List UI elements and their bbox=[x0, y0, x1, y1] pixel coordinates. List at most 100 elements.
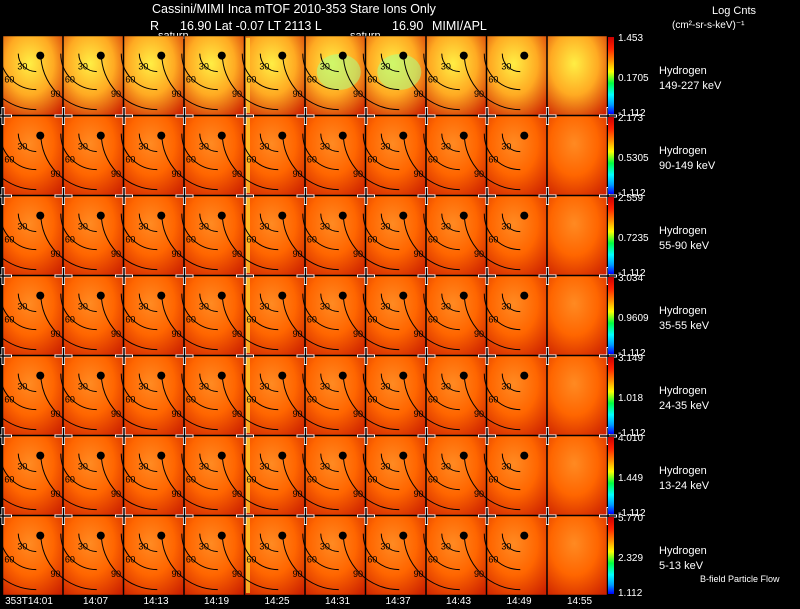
heatmap-cell bbox=[184, 355, 245, 436]
contour-line bbox=[100, 453, 158, 511]
colorbar-value-mid: 0.7235 bbox=[618, 233, 649, 244]
contour-line bbox=[100, 293, 158, 351]
contour-line bbox=[282, 53, 339, 111]
contour-line bbox=[380, 373, 400, 393]
saturn-marker bbox=[96, 291, 105, 300]
grid-crosshair-core bbox=[297, 108, 314, 124]
contour-line bbox=[403, 533, 460, 591]
contour-label: 90 bbox=[50, 409, 60, 419]
contour-label: 90 bbox=[413, 329, 423, 339]
heatmap-cell bbox=[184, 515, 245, 596]
contour-label: 60 bbox=[428, 235, 438, 245]
grid-crosshair-core bbox=[358, 188, 374, 204]
contour-line bbox=[441, 213, 460, 233]
time-tick-label: 14:49 bbox=[506, 596, 532, 607]
contour-line bbox=[0, 373, 37, 411]
heatmap-cell bbox=[486, 115, 547, 196]
contour-line bbox=[241, 213, 279, 251]
row-energy: 35-55 keV bbox=[659, 320, 710, 332]
contour-line bbox=[0, 495, 37, 511]
contour-label: 90 bbox=[474, 249, 484, 259]
contour-label: 30 bbox=[320, 302, 330, 312]
row-energy: 90-149 keV bbox=[659, 160, 716, 172]
contour-label: 90 bbox=[474, 89, 484, 99]
units-label: (cm²-sr-s-keV)⁻¹ bbox=[672, 20, 745, 31]
grid-crosshair-core bbox=[55, 108, 72, 124]
time-tick-label: 14:43 bbox=[445, 596, 472, 607]
contour-label: 30 bbox=[380, 142, 390, 152]
contour-line bbox=[320, 133, 339, 153]
contour-line bbox=[0, 575, 37, 591]
contour-label: 90 bbox=[413, 249, 423, 259]
contour-label: 90 bbox=[50, 329, 60, 339]
contour-label: 90 bbox=[474, 409, 484, 419]
contour-label: 60 bbox=[65, 155, 75, 165]
saturn-marker bbox=[157, 291, 166, 300]
grid-crosshair-core bbox=[55, 268, 72, 284]
grid-crosshair-core bbox=[237, 268, 253, 284]
heatmap-cell bbox=[2, 195, 63, 276]
contour-line bbox=[320, 533, 339, 553]
contour-line bbox=[78, 53, 97, 73]
contour-label: 60 bbox=[4, 235, 14, 245]
contour-label: 60 bbox=[367, 315, 377, 325]
colorbar-value-max: 3.034 bbox=[618, 273, 644, 284]
contour-line bbox=[501, 373, 521, 393]
contour-line bbox=[441, 533, 460, 553]
contour-line bbox=[483, 133, 521, 171]
contour-line bbox=[302, 213, 339, 251]
time-tick-label: 14:13 bbox=[143, 596, 169, 607]
colorbar-value-mid: 0.1705 bbox=[618, 73, 649, 84]
saturn-marker bbox=[157, 451, 166, 460]
contour-label: 30 bbox=[17, 382, 27, 392]
heatmap-cell bbox=[63, 195, 124, 276]
contour-line bbox=[40, 53, 97, 111]
heatmap-cell bbox=[547, 435, 608, 516]
contour-line bbox=[362, 53, 400, 91]
heatmap-cell bbox=[426, 35, 487, 116]
heatmap-cell bbox=[547, 195, 608, 276]
footer-note: B-field Particle Flow bbox=[700, 574, 780, 584]
grid-crosshair-core bbox=[55, 348, 72, 364]
contour-label: 30 bbox=[138, 142, 148, 152]
contour-line bbox=[423, 293, 460, 331]
credit-label: MIMI/APL bbox=[432, 19, 487, 33]
contour-label: 90 bbox=[292, 249, 302, 259]
contour-label: 30 bbox=[17, 302, 27, 312]
contour-line bbox=[17, 453, 37, 473]
heatmap-cell bbox=[305, 355, 366, 436]
contour-line bbox=[138, 373, 158, 393]
contour-line bbox=[0, 53, 37, 91]
contour-line bbox=[441, 53, 460, 73]
saturn-marker bbox=[157, 371, 166, 380]
colorbar-value-mid: 0.5305 bbox=[618, 153, 649, 164]
contour-label: 30 bbox=[441, 382, 451, 392]
contour-label: 60 bbox=[125, 315, 135, 325]
contour-line bbox=[302, 293, 339, 331]
grid-crosshair-core bbox=[479, 508, 495, 524]
colorbar-value-max: 1.453 bbox=[618, 33, 644, 44]
contour-line bbox=[17, 133, 37, 153]
grid-crosshair-core bbox=[539, 428, 556, 444]
contour-line bbox=[259, 533, 279, 553]
contour-label: 30 bbox=[78, 302, 88, 312]
grid-crosshair-core bbox=[116, 348, 132, 364]
contour-line bbox=[483, 53, 521, 91]
contour-line bbox=[120, 133, 158, 171]
contour-label: 60 bbox=[307, 395, 317, 405]
contour-line bbox=[0, 335, 37, 351]
heatmap-cell bbox=[63, 515, 124, 596]
heatmap-cell bbox=[426, 115, 487, 196]
stripe-artifact bbox=[246, 118, 250, 193]
stripe-artifact bbox=[246, 38, 250, 113]
saturn-marker bbox=[217, 291, 226, 300]
contour-label: 90 bbox=[353, 409, 363, 419]
contour-label: 30 bbox=[138, 462, 148, 472]
saturn-marker bbox=[278, 291, 287, 300]
contour-line bbox=[501, 213, 521, 233]
contour-line bbox=[320, 373, 339, 393]
heatmap-cell bbox=[63, 275, 124, 356]
contour-line bbox=[221, 213, 279, 271]
heatmap-cell bbox=[184, 275, 245, 356]
contour-label: 30 bbox=[259, 302, 269, 312]
